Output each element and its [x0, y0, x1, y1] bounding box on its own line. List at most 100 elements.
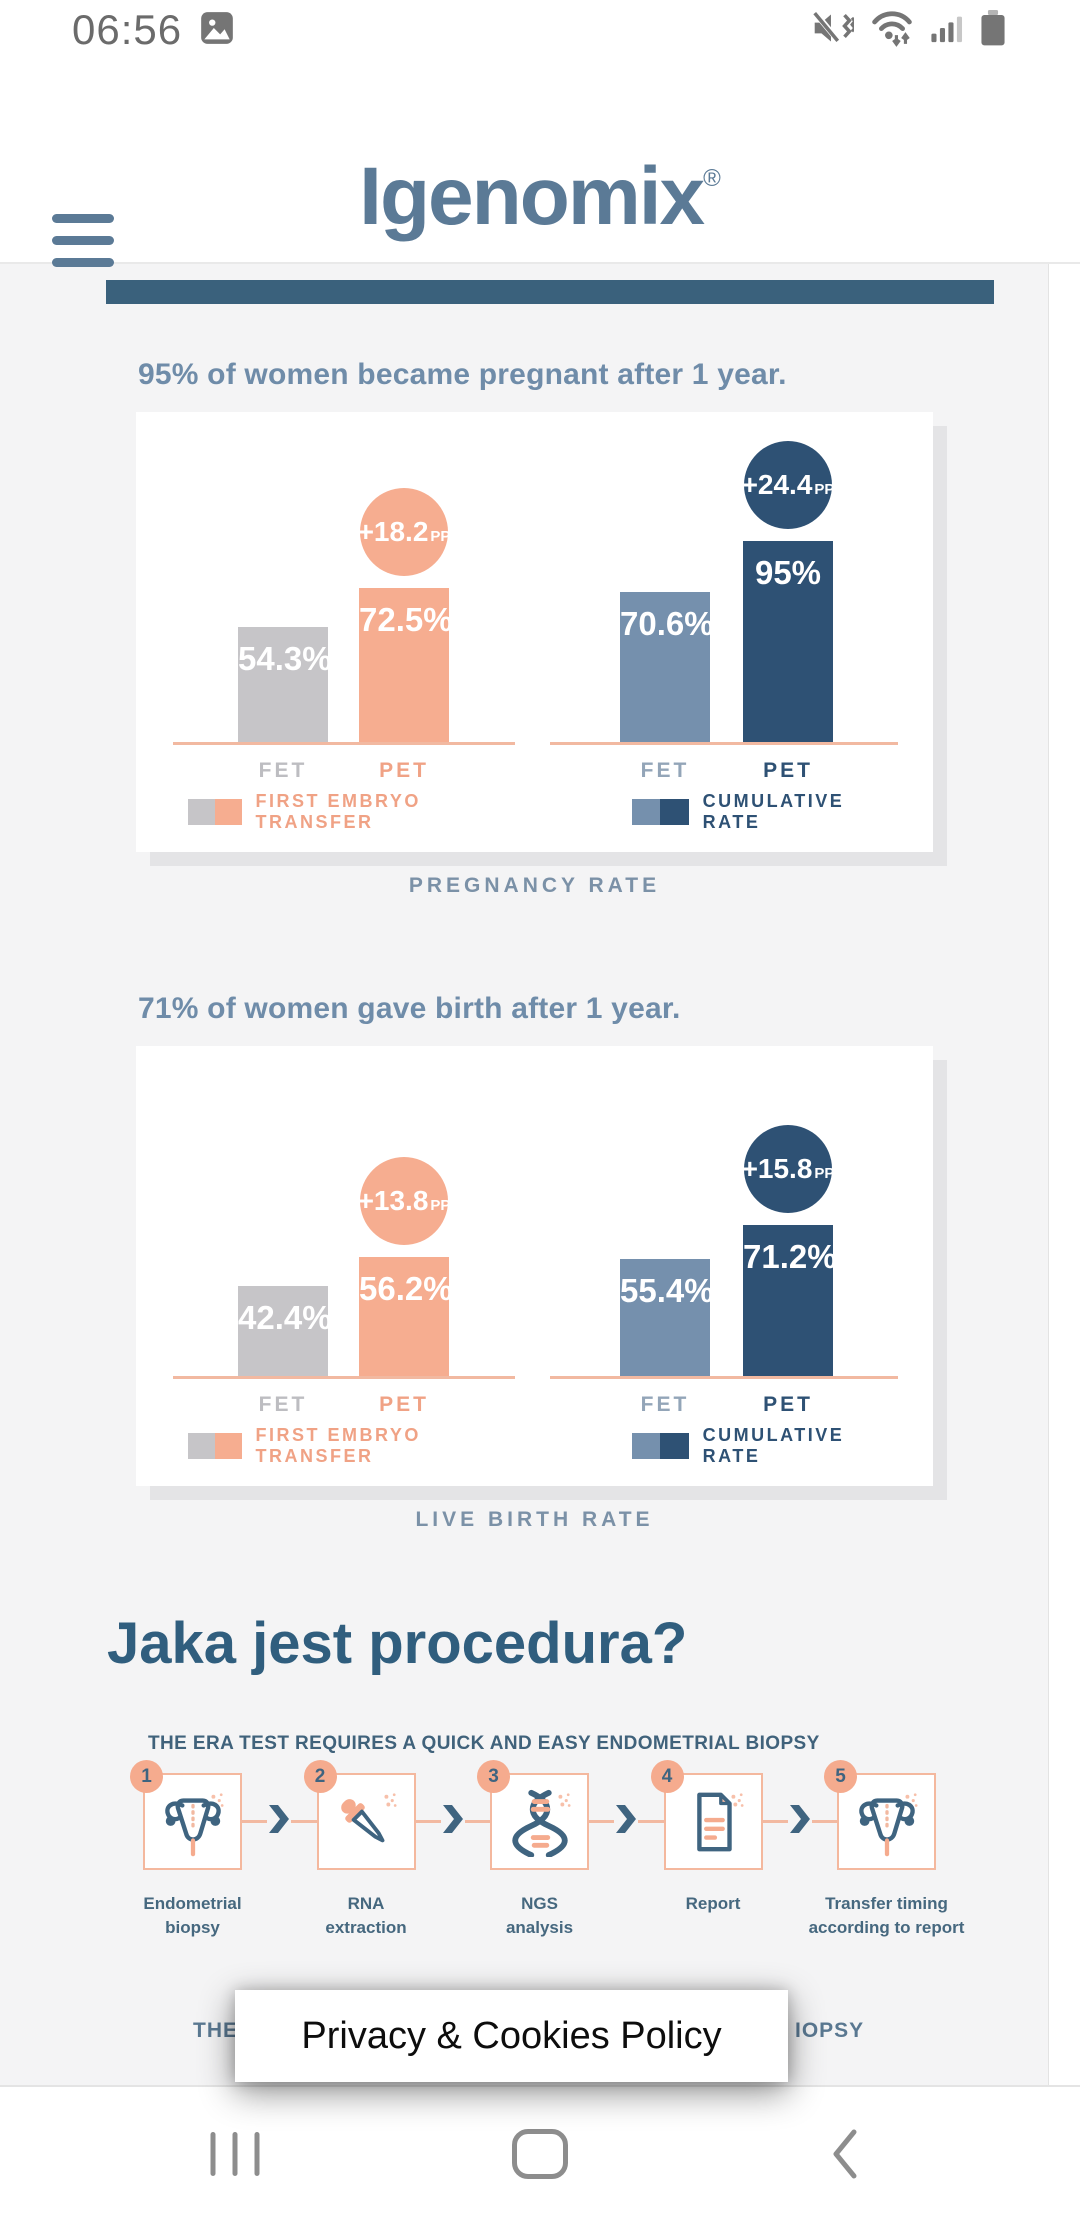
wifi-traffic-icon — [870, 9, 914, 52]
connector-line — [638, 1819, 664, 1823]
step-connector — [415, 1804, 490, 1838]
bar-group-cumulative-rate: 70.6% FET 95% PET +24.4 PP CUMULATIVE RATE — [550, 412, 898, 852]
bar-value-label: 56.2% — [359, 1270, 453, 1307]
procedure-step-3: 3 NGS analysis — [477, 1760, 589, 1937]
category-label: FET — [640, 759, 690, 782]
step-number: 2 — [303, 1760, 337, 1793]
scrollbar-track[interactable] — [1048, 264, 1080, 2085]
step-box-3: 3 — [477, 1760, 589, 1870]
bar-fet: 70.6% — [620, 592, 714, 742]
procedure-steps: 1 Endometrial biopsy 2 RNA extraction 3 NG… — [130, 1760, 964, 1948]
bar-fet: 54.3% — [238, 627, 332, 742]
bar-pet: 56.2% — [359, 1257, 453, 1376]
step-connector — [242, 1804, 317, 1838]
connector-arrow-icon — [788, 1804, 812, 1838]
legend-swatch — [188, 1433, 215, 1459]
legend-swatch — [214, 799, 242, 825]
bar-group-first-embryo-transfer: 42.4% FET 56.2% PET +13.8 PP FIRST EMBRYO TRAN… — [173, 1046, 515, 1486]
step-label: Endometrial biopsy — [143, 1894, 242, 1937]
procedure-step-2: 2 RNA extraction — [303, 1760, 416, 1937]
legend: FIRST EMBRYO TRANSFER — [188, 791, 515, 832]
procedure-step-5: 5 Transfer timing according to report — [809, 1760, 964, 1937]
procedure-title: Jaka jest procedura? — [107, 1611, 688, 1676]
android-nav-bar — [0, 2085, 1080, 2220]
axis-baseline — [173, 1376, 515, 1379]
home-button[interactable] — [512, 2128, 568, 2179]
connector-arrow-icon — [267, 1804, 291, 1838]
step-box-2: 2 — [303, 1760, 416, 1870]
step-label: Report — [685, 1894, 741, 1913]
back-button[interactable] — [830, 2129, 860, 2179]
recents-button[interactable] — [210, 2131, 260, 2176]
connector-line — [589, 1819, 615, 1823]
bar-pet: 72.5% — [359, 588, 453, 742]
step-label: RNA extraction — [325, 1894, 407, 1937]
gallery-icon — [198, 9, 236, 52]
navy-divider — [106, 280, 994, 304]
connector-line — [415, 1819, 441, 1823]
procedure-step-4: 4 Report — [650, 1760, 763, 1913]
status-icons — [812, 0, 1006, 60]
delta-suffix: PP — [430, 1196, 451, 1214]
delta-value: +13.8 — [357, 1185, 429, 1216]
brand-logo-text: Igenomix — [359, 151, 705, 242]
chart-caption: PREGNANCY RATE — [408, 874, 661, 897]
delta-badge: +24.4 PP — [741, 441, 834, 529]
privacy-policy-button[interactable]: Privacy & Cookies Policy — [235, 1990, 788, 2082]
connector-line — [464, 1819, 490, 1823]
bar-value-label: 54.3% — [238, 640, 332, 677]
delta-value: +24.4 — [741, 469, 813, 500]
legend-swatch — [214, 1433, 242, 1459]
category-label: PET — [763, 1393, 813, 1416]
brand-logo[interactable]: Igenomix® — [0, 156, 1080, 238]
step-number: 3 — [477, 1760, 510, 1793]
bar-value-label: 70.6% — [620, 605, 714, 642]
chart-section-pregnancy: 95% of women became pregnant after 1 yea… — [0, 358, 1080, 898]
dna-icon — [505, 1787, 575, 1857]
bar-value-label: 55.4% — [620, 1272, 714, 1309]
bar-fet: 55.4% — [620, 1259, 714, 1376]
category-label: FET — [258, 759, 308, 782]
connector-arrow-icon — [614, 1804, 638, 1838]
connector-arrow-icon — [441, 1804, 465, 1838]
bar-value-label: 42.4% — [238, 1299, 332, 1336]
step-label: NGS analysis — [505, 1894, 574, 1937]
step-box-4: 4 — [650, 1760, 763, 1870]
delta-badge: +18.2 PP — [358, 488, 451, 576]
delta-suffix: PP — [430, 527, 451, 545]
uterus-icon — [158, 1787, 228, 1857]
bar-pet: 71.2% — [743, 1225, 837, 1376]
legend-label: FIRST EMBRYO TRANSFER — [255, 1425, 421, 1466]
axis-baseline — [173, 742, 515, 745]
obscured-text-left: THE — [193, 2019, 238, 2042]
mute-vibrate-icon — [812, 10, 857, 50]
registered-mark: ® — [703, 165, 721, 192]
bar-fet: 42.4% — [238, 1286, 332, 1376]
connector-line — [242, 1819, 268, 1823]
delta-suffix: PP — [814, 1164, 835, 1182]
connector-line — [762, 1819, 788, 1823]
step-connector — [589, 1804, 664, 1838]
page-content: 95% of women became pregnant after 1 yea… — [0, 264, 1080, 2085]
connector-line — [291, 1819, 317, 1823]
recents-icon — [210, 2131, 216, 2176]
connector-line — [811, 1819, 837, 1823]
category-label: PET — [763, 759, 813, 782]
uterus-icon — [852, 1787, 922, 1857]
status-time: 06:56 — [72, 6, 183, 53]
chart-section-live-birth: 71% of women gave birth after 1 year. 42… — [0, 992, 1080, 1532]
axis-baseline — [550, 1376, 898, 1379]
delta-value: +15.8 — [741, 1153, 813, 1184]
bar-value-label: 72.5% — [359, 601, 453, 638]
bar-group-first-embryo-transfer: 54.3% FET 72.5% PET +18.2 PP FIRST EMBRYO TRAN… — [173, 412, 515, 852]
step-number: 5 — [824, 1760, 857, 1793]
chart-heading: 95% of women became pregnant after 1 yea… — [138, 358, 787, 391]
step-number: 4 — [650, 1760, 684, 1793]
legend: CUMULATIVE RATE — [632, 791, 898, 832]
legend-swatch — [660, 799, 689, 825]
legend-label: FIRST EMBRYO TRANSFER — [255, 791, 421, 832]
chart-heading: 71% of women gave birth after 1 year. — [138, 992, 681, 1025]
menu-button[interactable] — [52, 214, 114, 280]
step-box-1: 1 — [130, 1760, 242, 1870]
status-bar: 06:56 — [0, 0, 1080, 60]
